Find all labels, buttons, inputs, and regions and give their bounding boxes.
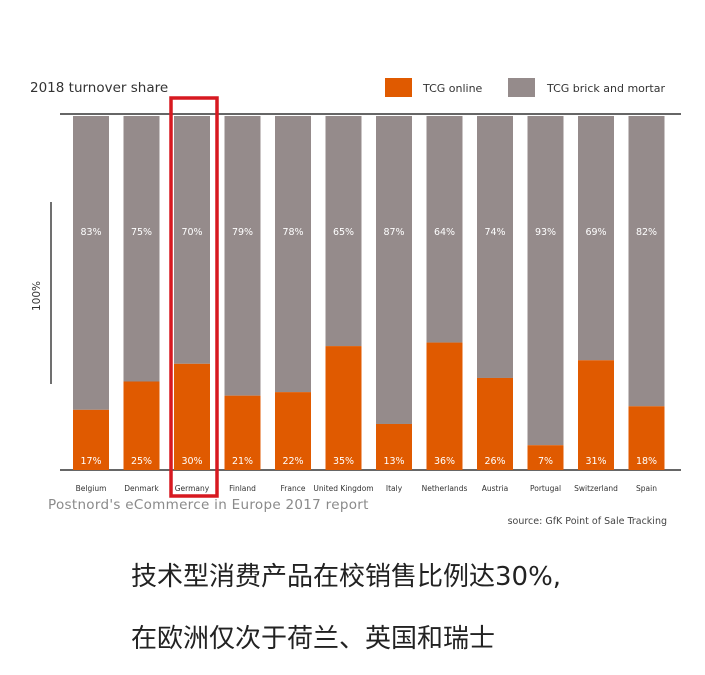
legend-label-brick: TCG brick and mortar xyxy=(546,82,665,95)
x-tick-label-denmark: Denmark xyxy=(124,484,159,493)
bar-online-switzerland xyxy=(578,360,614,470)
data-label-online-finland: 21% xyxy=(232,456,253,467)
data-label-brick-united-kingdom: 65% xyxy=(333,227,354,238)
bar-online-france xyxy=(275,392,311,470)
data-label-online-germany: 30% xyxy=(181,456,202,467)
data-label-online-france: 22% xyxy=(282,456,303,467)
bar-online-denmark xyxy=(123,381,160,470)
x-tick-label-finland: Finland xyxy=(229,484,256,493)
data-label-brick-spain: 82% xyxy=(636,227,657,238)
x-tick-label-switzerland: Switzerland xyxy=(574,484,618,493)
legend: TCG online TCG brick and mortar xyxy=(385,78,665,97)
x-tick-label-united-kingdom: United Kingdom xyxy=(313,484,373,493)
bar-online-finland xyxy=(224,395,261,470)
data-label-online-denmark: 25% xyxy=(131,456,152,467)
data-label-online-spain: 18% xyxy=(636,456,657,467)
bar-online-united-kingdom xyxy=(325,346,362,470)
y-axis-label: 100% xyxy=(31,281,43,311)
data-label-online-belgium: 17% xyxy=(80,456,101,467)
bar-online-germany xyxy=(174,363,210,470)
bar-brick-denmark xyxy=(123,116,160,382)
x-tick-label-germany: Germany xyxy=(175,484,210,493)
bar-brick-italy xyxy=(376,116,412,424)
bar-online-belgium xyxy=(73,409,109,470)
legend-swatch-online xyxy=(385,78,412,97)
bar-online-italy xyxy=(376,423,412,470)
bar-brick-belgium xyxy=(73,116,109,410)
bar-brick-switzerland xyxy=(578,116,614,361)
x-tick-label-austria: Austria xyxy=(482,484,509,493)
x-tick-label-netherlands: Netherlands xyxy=(422,484,468,493)
data-label-brick-italy: 87% xyxy=(383,227,404,238)
stacked-bar-chart: 2018 turnover share TCG online TCG brick… xyxy=(30,78,681,498)
data-label-online-netherlands: 36% xyxy=(434,456,455,467)
data-label-brick-denmark: 75% xyxy=(131,227,152,238)
bar-online-spain xyxy=(628,406,665,470)
bar-brick-finland xyxy=(224,116,261,396)
bar-brick-austria xyxy=(477,116,513,378)
germany-highlight-box xyxy=(169,96,219,498)
bar-brick-germany xyxy=(174,116,210,364)
bar-online-portugal xyxy=(527,445,564,470)
legend-label-online: TCG online xyxy=(422,82,483,95)
report-caption: Postnord's eCommerce in Europe 2017 repo… xyxy=(48,497,369,513)
source-note: source: GfK Point of Sale Tracking xyxy=(507,516,667,527)
x-tick-label-italy: Italy xyxy=(386,484,403,493)
data-label-online-austria: 26% xyxy=(484,456,505,467)
data-label-online-portugal: 7% xyxy=(538,456,553,467)
bar-brick-netherlands xyxy=(426,116,463,343)
chart-title: 2018 turnover share xyxy=(30,80,168,96)
headline-line-2: 在欧洲仅次于荷兰、英国和瑞士 xyxy=(131,624,496,654)
x-tick-label-france: France xyxy=(281,484,306,493)
bar-brick-france xyxy=(275,116,311,393)
data-label-brick-belgium: 83% xyxy=(80,227,101,238)
data-label-online-italy: 13% xyxy=(383,456,404,467)
x-tick-label-belgium: Belgium xyxy=(76,484,107,493)
x-tick-label-portugal: Portugal xyxy=(530,484,561,493)
bars-group: 83% 17% 75% 25% 70% 30% 79% 21% 78% 22% 65% 35% 87% 1… xyxy=(73,116,665,470)
x-tick-label-spain: Spain xyxy=(636,484,657,493)
legend-swatch-brick xyxy=(508,78,535,97)
data-label-brick-france: 78% xyxy=(282,227,303,238)
data-label-brick-austria: 74% xyxy=(484,227,505,238)
data-label-brick-portugal: 93% xyxy=(535,227,556,238)
headline-line-1: 技术型消费产品在校销售比例达30%, xyxy=(131,562,562,592)
bar-online-austria xyxy=(477,377,513,470)
bar-brick-united-kingdom xyxy=(325,116,362,347)
bar-brick-spain xyxy=(628,116,665,407)
data-label-brick-netherlands: 64% xyxy=(434,227,455,238)
data-label-brick-germany: 70% xyxy=(181,227,202,238)
x-tick-labels: Belgium Denmark Germany Finland France United… xyxy=(76,484,658,493)
bar-online-netherlands xyxy=(426,342,463,470)
data-label-online-united-kingdom: 35% xyxy=(333,456,354,467)
bar-brick-portugal xyxy=(527,116,564,446)
data-label-brick-finland: 79% xyxy=(232,227,253,238)
data-label-brick-switzerland: 69% xyxy=(585,227,606,238)
data-label-online-switzerland: 31% xyxy=(585,456,606,467)
